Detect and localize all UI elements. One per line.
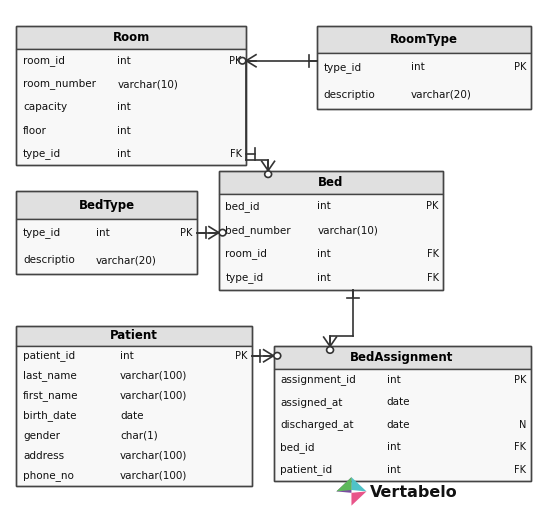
Bar bbox=[317, 26, 531, 53]
Text: descriptio: descriptio bbox=[23, 255, 75, 265]
Text: first_name: first_name bbox=[23, 390, 78, 401]
Text: varchar(20): varchar(20) bbox=[96, 255, 156, 265]
Text: varchar(10): varchar(10) bbox=[317, 225, 379, 235]
Text: capacity: capacity bbox=[23, 102, 67, 112]
Text: bed_id: bed_id bbox=[280, 442, 315, 453]
Text: date: date bbox=[387, 420, 410, 430]
Text: FK: FK bbox=[514, 442, 526, 452]
Text: PK: PK bbox=[180, 227, 193, 238]
Bar bbox=[16, 346, 252, 486]
Text: PK: PK bbox=[514, 62, 526, 72]
Text: int: int bbox=[120, 351, 133, 361]
Bar bbox=[16, 326, 252, 346]
Text: varchar(100): varchar(100) bbox=[120, 371, 187, 381]
Text: int: int bbox=[118, 56, 131, 66]
Text: floor: floor bbox=[23, 126, 47, 135]
Circle shape bbox=[274, 353, 281, 359]
Bar bbox=[16, 219, 197, 274]
Text: FK: FK bbox=[427, 272, 439, 283]
Text: varchar(100): varchar(100) bbox=[120, 471, 187, 481]
Text: phone_no: phone_no bbox=[23, 470, 74, 481]
Text: int: int bbox=[387, 375, 400, 385]
Bar bbox=[16, 191, 197, 219]
Text: PK: PK bbox=[229, 56, 242, 66]
Text: room_id: room_id bbox=[23, 55, 65, 66]
Text: bed_id: bed_id bbox=[225, 201, 260, 212]
Text: Room: Room bbox=[113, 31, 150, 44]
Text: int: int bbox=[118, 149, 131, 159]
Text: int: int bbox=[118, 102, 131, 112]
Bar bbox=[274, 346, 531, 481]
Text: room_id: room_id bbox=[225, 248, 267, 260]
Polygon shape bbox=[336, 477, 351, 493]
Text: BedType: BedType bbox=[79, 199, 135, 211]
Bar bbox=[219, 171, 443, 290]
Text: int: int bbox=[317, 272, 331, 283]
Text: RoomType: RoomType bbox=[390, 33, 458, 46]
Bar bbox=[274, 346, 531, 369]
Bar bbox=[219, 194, 443, 290]
Circle shape bbox=[327, 347, 334, 353]
Text: int: int bbox=[411, 62, 425, 72]
Text: Bed: Bed bbox=[318, 176, 344, 189]
Bar bbox=[317, 26, 531, 109]
Text: date: date bbox=[120, 411, 143, 421]
Text: type_id: type_id bbox=[324, 62, 362, 73]
Bar bbox=[16, 26, 246, 165]
Text: patient_id: patient_id bbox=[280, 464, 332, 475]
Text: int: int bbox=[387, 442, 400, 452]
Text: descriptio: descriptio bbox=[324, 90, 376, 100]
Text: room_number: room_number bbox=[23, 79, 96, 89]
Text: birth_date: birth_date bbox=[23, 410, 77, 421]
Text: date: date bbox=[387, 398, 410, 407]
Bar bbox=[16, 26, 246, 49]
Text: int: int bbox=[317, 201, 331, 211]
Circle shape bbox=[239, 57, 246, 64]
Text: PK: PK bbox=[235, 351, 247, 361]
Circle shape bbox=[265, 171, 272, 177]
Bar bbox=[16, 326, 252, 486]
Text: address: address bbox=[23, 451, 64, 461]
Text: gender: gender bbox=[23, 431, 60, 441]
Bar bbox=[16, 191, 197, 274]
Text: patient_id: patient_id bbox=[23, 351, 75, 361]
Text: assignment_id: assignment_id bbox=[280, 374, 356, 386]
Text: int: int bbox=[387, 465, 400, 475]
Text: PK: PK bbox=[514, 375, 526, 385]
Text: Patient: Patient bbox=[110, 329, 158, 342]
Polygon shape bbox=[351, 491, 366, 506]
Text: PK: PK bbox=[426, 201, 439, 211]
Text: varchar(20): varchar(20) bbox=[411, 90, 472, 100]
Text: last_name: last_name bbox=[23, 370, 77, 381]
Text: FK: FK bbox=[230, 149, 242, 159]
Text: type_id: type_id bbox=[225, 272, 264, 283]
Bar bbox=[317, 53, 531, 109]
Text: BedAssignment: BedAssignment bbox=[351, 351, 453, 364]
Bar bbox=[16, 49, 246, 165]
Polygon shape bbox=[351, 477, 366, 491]
Text: type_id: type_id bbox=[23, 148, 61, 159]
Bar bbox=[219, 171, 443, 194]
Text: varchar(100): varchar(100) bbox=[120, 391, 187, 401]
Text: type_id: type_id bbox=[23, 227, 61, 238]
Text: int: int bbox=[96, 227, 109, 238]
Text: char(1): char(1) bbox=[120, 431, 158, 441]
Text: int: int bbox=[317, 249, 331, 259]
Text: FK: FK bbox=[427, 249, 439, 259]
Text: bed_number: bed_number bbox=[225, 224, 291, 236]
Text: varchar(10): varchar(10) bbox=[118, 79, 178, 89]
Text: N: N bbox=[519, 420, 526, 430]
Polygon shape bbox=[336, 477, 351, 491]
Text: varchar(100): varchar(100) bbox=[120, 451, 187, 461]
Text: discharged_at: discharged_at bbox=[280, 419, 353, 430]
Circle shape bbox=[219, 230, 226, 236]
Text: FK: FK bbox=[514, 465, 526, 475]
Bar bbox=[274, 369, 531, 481]
Text: Vertabelo: Vertabelo bbox=[370, 485, 457, 500]
Text: int: int bbox=[118, 126, 131, 135]
Text: assigned_at: assigned_at bbox=[280, 397, 342, 408]
